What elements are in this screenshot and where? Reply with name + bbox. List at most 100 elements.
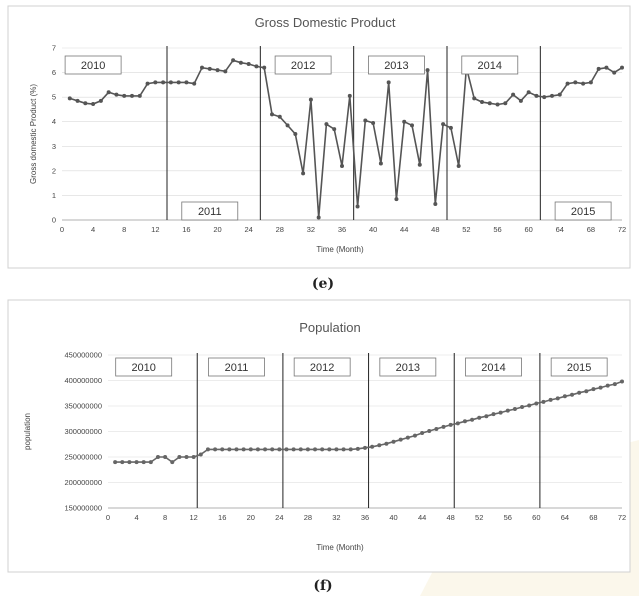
- gdp-data-point: [378, 161, 383, 166]
- population-x-tick-label: 40: [389, 513, 397, 522]
- gdp-data-point: [433, 202, 438, 207]
- population-data-point: [434, 426, 439, 431]
- population-data-point: [398, 437, 403, 442]
- population-y-tick-label: 350000000: [64, 402, 102, 411]
- population-data-point: [577, 390, 582, 395]
- population-data-point: [220, 447, 225, 452]
- gdp-x-tick-label: 0: [60, 225, 64, 234]
- gdp-year-text: 2011: [198, 206, 222, 218]
- population-x-tick-label: 16: [218, 513, 226, 522]
- gdp-data-point: [215, 68, 220, 73]
- population-data-point: [348, 447, 353, 452]
- gdp-x-tick-label: 36: [338, 225, 346, 234]
- gdp-data-point: [262, 65, 267, 70]
- population-data-point: [612, 382, 617, 387]
- population-data-point: [113, 460, 118, 465]
- population-x-tick-label: 48: [446, 513, 454, 522]
- population-data-point: [191, 455, 196, 459]
- gdp-x-tick-label: 8: [122, 225, 126, 234]
- population-chart-frame: [7, 299, 631, 573]
- gdp-x-tick-label: 72: [618, 225, 626, 234]
- population-year-text: 2011: [225, 362, 249, 374]
- gdp-data-point: [503, 101, 508, 106]
- population-data-point: [420, 431, 425, 436]
- population-year-text: 2013: [396, 362, 420, 374]
- gdp-year-label-2013: 2013: [368, 55, 425, 75]
- gdp-chart-title: Gross Domestic Product: [255, 15, 396, 30]
- gdp-data-point: [456, 163, 461, 168]
- population-x-tick-label: 64: [561, 513, 569, 522]
- population-data-point: [213, 447, 218, 452]
- gdp-data-point: [581, 81, 586, 86]
- population-y-tick-label: 200000000: [64, 478, 102, 487]
- gdp-year-box: [181, 201, 239, 221]
- population-x-tick-label: 72: [618, 513, 626, 522]
- gdp-data-point: [270, 112, 274, 117]
- population-data-point: [498, 410, 503, 415]
- population-data-point: [155, 455, 160, 459]
- population-data-point: [127, 460, 132, 465]
- gdp-data-point: [324, 122, 329, 127]
- gdp-data-point: [620, 65, 624, 70]
- population-data-point: [334, 447, 339, 452]
- population-x-tick-label: 24: [275, 513, 283, 522]
- gdp-x-tick-label: 32: [307, 225, 315, 234]
- gdp-data-point: [316, 215, 321, 220]
- population-data-point: [520, 405, 525, 410]
- gdp-y-tick-label: 7: [52, 44, 56, 53]
- gdp-x-tick-label: 40: [369, 225, 377, 234]
- population-data-point: [141, 460, 146, 465]
- population-y-axis-label: population: [23, 413, 32, 450]
- population-y-tick-label: 450000000: [64, 351, 102, 360]
- population-data-point: [355, 446, 360, 451]
- gdp-data-point: [106, 90, 111, 95]
- gdp-x-tick-label: 68: [587, 225, 595, 234]
- population-data-point: [291, 447, 296, 452]
- gdp-data-point: [293, 132, 298, 136]
- population-data-point: [491, 412, 496, 417]
- gdp-year-box: [368, 55, 425, 75]
- population-chart-caption: (f): [313, 578, 332, 594]
- population-x-tick-label: 68: [589, 513, 597, 522]
- population-data-point: [405, 435, 410, 440]
- gdp-data-point: [207, 66, 212, 71]
- gdp-year-label-2010: 2010: [64, 55, 122, 75]
- population-y-tick-label: 150000000: [64, 504, 102, 513]
- gdp-data-point: [550, 93, 554, 98]
- population-data-point: [205, 447, 210, 452]
- population-data-point: [241, 447, 246, 452]
- gdp-x-tick-label: 56: [493, 225, 501, 234]
- population-data-point: [270, 447, 275, 452]
- gdp-data-point: [200, 65, 204, 70]
- population-chart-title: Population: [299, 320, 360, 335]
- population-x-tick-label: 60: [532, 513, 540, 522]
- population-data-point: [327, 447, 332, 452]
- gdp-data-point: [301, 171, 306, 176]
- population-year-text: 2012: [310, 362, 334, 374]
- gdp-data-point: [83, 101, 88, 106]
- population-year-text: 2015: [567, 362, 591, 374]
- population-data-point: [163, 455, 168, 459]
- population-x-tick-label: 20: [247, 513, 255, 522]
- population-y-tick-label: 300000000: [64, 427, 102, 436]
- gdp-y-tick-label: 5: [52, 93, 56, 102]
- population-data-point: [427, 428, 432, 433]
- gdp-data-point: [168, 80, 173, 85]
- population-year-box: [379, 357, 437, 377]
- gdp-data-point: [596, 66, 601, 71]
- gdp-data-point: [153, 80, 158, 85]
- population-data-point: [277, 447, 282, 452]
- population-data-point: [555, 396, 560, 401]
- gdp-data-point: [371, 120, 376, 125]
- population-data-point: [234, 447, 239, 452]
- gdp-data-point: [184, 80, 189, 85]
- gdp-y-tick-label: 2: [52, 166, 56, 175]
- gdp-data-point: [612, 70, 617, 75]
- gdp-data-point: [573, 80, 578, 85]
- population-data-point: [570, 392, 575, 397]
- gdp-year-label-2011: 2011: [181, 201, 239, 221]
- population-x-tick-label: 0: [106, 513, 110, 522]
- population-x-tick-label: 12: [189, 513, 197, 522]
- population-x-tick-label: 52: [475, 513, 483, 522]
